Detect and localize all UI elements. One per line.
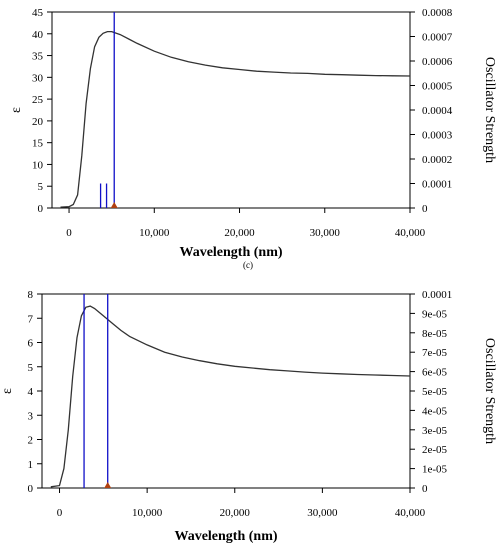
absorption-curve xyxy=(50,305,411,488)
chart-panel-top: 0 10,000 20,000 30,000 40,000 0 5 10 15 20 25 30 35 4… xyxy=(9,7,497,260)
y2-tick-label: 8e-05 xyxy=(422,328,448,340)
y2-axis-title: Oscillator Strength xyxy=(482,57,497,163)
y2-tick-label: 1e-05 xyxy=(422,464,448,476)
y2-tick-label: 6e-05 xyxy=(422,367,448,379)
y-tick-label: 0 xyxy=(28,483,34,495)
y2-tick-label: 0.0002 xyxy=(422,154,452,166)
curve-layer xyxy=(60,30,411,208)
y-axis-title: ε xyxy=(9,107,24,113)
y-tick-label: 5 xyxy=(38,181,44,193)
x-tick-label: 10,000 xyxy=(132,507,163,519)
x-tick-label: 20,000 xyxy=(220,507,251,519)
marker-layer xyxy=(104,482,112,488)
y2-tick-label: 0.0003 xyxy=(422,130,453,142)
y-tick-label: 45 xyxy=(32,7,44,19)
y-tick-label: 4 xyxy=(28,386,34,398)
y2-tick-label: 0.0006 xyxy=(422,56,453,68)
y2-tick-label: 0 xyxy=(422,203,428,215)
plot-frame xyxy=(41,293,411,489)
y2-tick-label: 0.0001 xyxy=(422,179,452,191)
marker-layer xyxy=(110,202,118,208)
oscillator-sticks xyxy=(99,12,115,208)
plot-frame xyxy=(51,11,411,209)
y2-tick-label: 4e-05 xyxy=(422,405,448,417)
y2-tick-label: 9e-05 xyxy=(422,308,448,320)
ticks-layer: 0 10,000 20,000 30,000 40,000 0 5 10 15 20 25 30 35 4… xyxy=(32,7,453,239)
y-tick-label: 10 xyxy=(32,159,44,171)
y-tick-label: 40 xyxy=(32,29,44,41)
y2-tick-label: 2e-05 xyxy=(422,444,448,456)
y2-tick-label: 0.0007 xyxy=(422,32,453,44)
oscillator-sticks xyxy=(83,294,109,488)
y2-tick-label: 0.0004 xyxy=(422,105,453,117)
y2-tick-label: 0.0008 xyxy=(422,7,453,19)
y-tick-label: 20 xyxy=(32,116,44,128)
x-tick-label: 30,000 xyxy=(307,507,338,519)
y-tick-label: 15 xyxy=(32,138,44,150)
y2-tick-label: 7e-05 xyxy=(422,347,448,359)
x-tick-label: 40,000 xyxy=(395,227,426,239)
x-tick-label: 10,000 xyxy=(139,227,170,239)
y2-tick-label: 5e-05 xyxy=(422,386,448,398)
y2-tick-label: 3e-05 xyxy=(422,425,448,437)
y-tick-label: 7 xyxy=(28,313,34,325)
y2-axis-title: Oscillator Strength xyxy=(482,338,497,444)
x-tick-label: 40,000 xyxy=(395,507,426,519)
y-tick-label: 3 xyxy=(28,410,34,422)
y-tick-label: 2 xyxy=(28,435,34,447)
y-axis-title: ε xyxy=(0,388,15,394)
x-tick-label: 0 xyxy=(57,507,63,519)
x-tick-label: 20,000 xyxy=(224,227,255,239)
excitation-marker xyxy=(110,202,118,208)
x-tick-label: 0 xyxy=(66,227,72,239)
y-tick-label: 25 xyxy=(32,94,44,106)
y-tick-label: 0 xyxy=(38,203,44,215)
y2-tick-label: 0.0001 xyxy=(422,289,452,301)
panel-label: (c) xyxy=(243,260,253,270)
chart-panel-bottom: 0 10,000 20,000 30,000 40,000 0 1 2 3 4 5 6 7 8 0 1e-05… xyxy=(0,289,497,544)
x-axis-title: Wavelength (nm) xyxy=(174,529,277,544)
y-tick-label: 35 xyxy=(32,51,44,63)
y-tick-label: 5 xyxy=(28,362,34,374)
y-tick-label: 6 xyxy=(28,338,34,350)
curve-layer xyxy=(50,305,411,488)
y2-tick-label: 0 xyxy=(422,483,428,495)
x-axis-title: Wavelength (nm) xyxy=(179,245,282,260)
x-tick-label: 30,000 xyxy=(310,227,341,239)
y-tick-label: 1 xyxy=(28,459,34,471)
ticks-layer: 0 10,000 20,000 30,000 40,000 0 1 2 3 4 5 6 7 8 0 1e-05… xyxy=(28,289,453,519)
y2-tick-label: 0.0005 xyxy=(422,81,453,93)
absorption-curve xyxy=(60,30,411,208)
y-tick-label: 30 xyxy=(32,72,44,84)
y-tick-label: 8 xyxy=(28,289,34,301)
excitation-marker xyxy=(104,482,112,488)
